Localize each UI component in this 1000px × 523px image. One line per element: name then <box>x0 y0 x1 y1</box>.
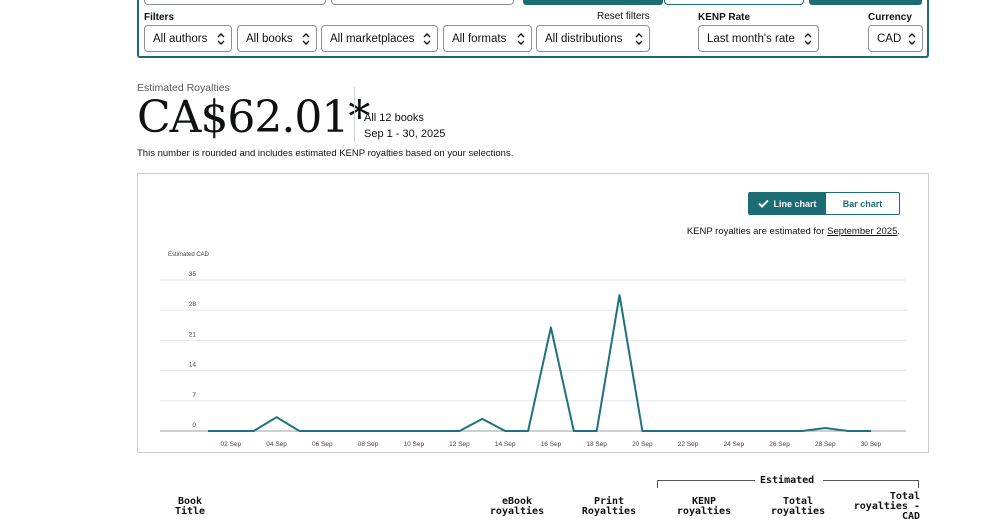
col-header-total-royalties[interactable]: Total royalties <box>767 497 829 517</box>
y-tick-label: 14 <box>189 362 197 369</box>
col-header-line: royalties <box>770 506 826 517</box>
estimated-royalties-label: Estimated Royalties <box>137 82 230 94</box>
col-header-line: Title <box>174 506 206 517</box>
secondary-button-edge[interactable] <box>664 0 804 5</box>
x-tick-label: 20 Sep <box>632 441 653 448</box>
col-header-line: Book <box>177 496 203 507</box>
chart-type-toggle: Line chart Bar chart <box>748 192 900 215</box>
royalties-amount: CA$62.01* <box>137 92 370 143</box>
x-tick-label: 24 Sep <box>724 441 745 448</box>
marketplaces-select-value: All marketplaces <box>330 32 415 45</box>
col-header-line: royalties - <box>853 501 920 512</box>
marketplaces-select[interactable]: All marketplaces <box>321 25 438 52</box>
line-chart-label: Line chart <box>773 198 817 209</box>
updown-chevron-icon <box>302 33 310 45</box>
distributions-select-value: All distributions <box>545 32 623 45</box>
action-button-edge[interactable] <box>523 0 663 5</box>
y-tick-label: 28 <box>189 301 197 308</box>
col-header-line: CAD <box>901 511 920 522</box>
currency-select[interactable]: CAD <box>868 25 923 52</box>
x-tick-label: 30 Sep <box>861 441 882 448</box>
y-axis-label: Estimated CAD <box>168 252 210 258</box>
kenp-month-link[interactable]: September 2025 <box>827 226 898 237</box>
summary-divider <box>354 87 355 142</box>
kenp-rate-heading: KENP Rate <box>698 12 751 23</box>
currency-heading: Currency <box>868 12 912 23</box>
col-header-print-royalties[interactable]: Print Royalties <box>578 497 640 517</box>
x-tick-label: 08 Sep <box>358 441 379 448</box>
col-header-line: Total <box>782 496 814 507</box>
currency-select-value: CAD <box>877 32 902 45</box>
updown-chevron-icon <box>804 33 812 45</box>
x-tick-label: 22 Sep <box>678 441 699 448</box>
kenp-rate-select[interactable]: Last month's rate <box>698 25 819 52</box>
x-tick-label: 04 Sep <box>266 441 287 448</box>
date-field-edge[interactable] <box>331 0 514 5</box>
x-tick-label: 16 Sep <box>541 441 562 448</box>
x-tick-label: 18 Sep <box>586 441 607 448</box>
kenp-rate-select-value: Last month's rate <box>707 32 795 45</box>
updown-chevron-icon <box>517 33 525 45</box>
col-header-line: Royalties <box>581 506 637 517</box>
line-chart-button[interactable]: Line chart <box>749 193 826 214</box>
filter-panel <box>137 0 929 58</box>
date-range: Sep 1 - 30, 2025 <box>364 128 446 140</box>
col-header-line: Print <box>593 496 625 507</box>
x-tick-label: 12 Sep <box>449 441 470 448</box>
y-tick-label: 21 <box>189 331 197 338</box>
y-tick-label: 35 <box>189 271 197 278</box>
col-header-line: royalties <box>489 506 545 517</box>
authors-select-value: All authors <box>153 32 208 45</box>
x-tick-label: 06 Sep <box>312 441 333 448</box>
col-header-book-title[interactable]: Book Title <box>168 497 212 517</box>
x-tick-label: 28 Sep <box>815 441 836 448</box>
books-select-value: All books <box>246 32 293 45</box>
col-header-line: KENP <box>691 496 717 507</box>
updown-chevron-icon <box>423 33 431 45</box>
filters-heading: Filters <box>144 12 175 23</box>
x-tick-label: 02 Sep <box>221 441 242 448</box>
col-header-line: royalties <box>676 506 732 517</box>
formats-select-value: All formats <box>452 32 507 45</box>
updown-chevron-icon <box>217 33 225 45</box>
royalties-series-line <box>208 294 871 432</box>
updown-chevron-icon <box>908 33 916 45</box>
books-select[interactable]: All books <box>237 25 317 52</box>
generate-button-edge[interactable] <box>809 0 922 5</box>
kenp-note-prefix: KENP royalties are estimated for <box>686 226 828 237</box>
chart-card <box>137 173 929 453</box>
kenp-note-suffix: . <box>897 226 900 237</box>
books-count: All 12 books <box>364 112 424 124</box>
col-header-line: Total <box>889 491 920 502</box>
kenp-estimate-note: KENP royalties are estimated for Septemb… <box>687 226 900 237</box>
col-header-total-royalties-cad[interactable]: Total royalties - CAD <box>850 492 920 522</box>
rounding-note: This number is rounded and includes esti… <box>137 148 514 159</box>
col-header-kenp-royalties[interactable]: KENP royalties <box>673 497 735 517</box>
x-tick-label: 14 Sep <box>495 441 516 448</box>
search-field-edge[interactable] <box>144 0 326 5</box>
x-tick-label: 10 Sep <box>403 441 424 448</box>
y-tick-label: 0 <box>192 422 196 429</box>
authors-select[interactable]: All authors <box>144 25 232 52</box>
col-header-line: eBook <box>501 496 533 507</box>
bar-chart-label: Bar chart <box>842 198 883 209</box>
updown-chevron-icon <box>635 33 643 45</box>
reset-filters-link[interactable]: Reset filters <box>597 11 650 22</box>
x-tick-label: 26 Sep <box>769 441 790 448</box>
col-header-ebook-royalties[interactable]: eBook royalties <box>486 497 548 517</box>
estimated-group-header: Estimated <box>757 475 818 486</box>
y-tick-label: 7 <box>192 392 196 399</box>
bar-chart-button[interactable]: Bar chart <box>826 193 899 214</box>
estimated-bracket-right <box>823 480 919 488</box>
formats-select[interactable]: All formats <box>443 25 532 52</box>
checkmark-icon <box>758 199 770 208</box>
estimated-bracket-left <box>657 480 755 488</box>
distributions-select[interactable]: All distributions <box>536 25 650 52</box>
